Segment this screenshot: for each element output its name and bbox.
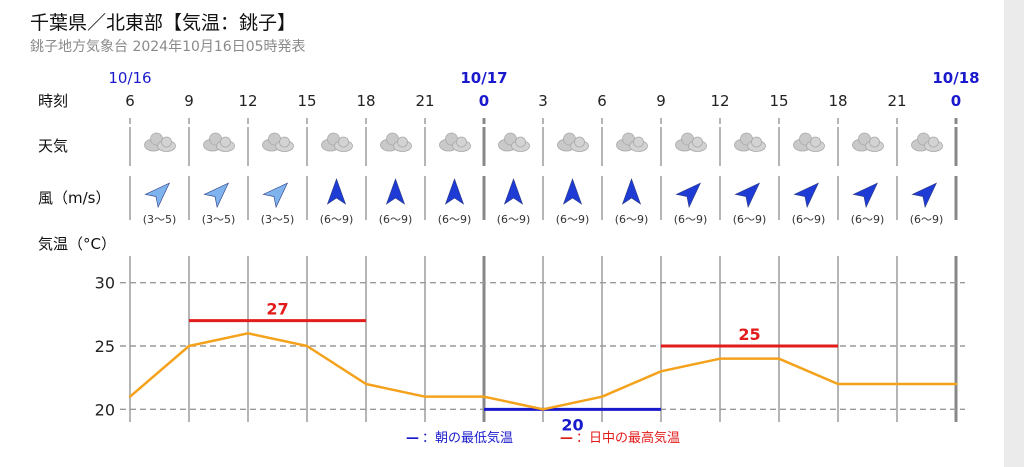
wind-speed-label: (3〜5) xyxy=(202,213,236,226)
wind-speed-label: (3〜5) xyxy=(261,213,295,226)
temperature-point xyxy=(128,395,132,398)
wind-speed-label: (6〜9) xyxy=(674,213,708,226)
temperature-point xyxy=(187,344,191,348)
wind-arrow-icon xyxy=(621,178,642,205)
wind-speed-label: (6〜9) xyxy=(379,213,413,226)
wind-speed-label: (3〜5) xyxy=(143,213,177,226)
wind-arrow-icon xyxy=(144,182,171,209)
temperature-point xyxy=(305,344,309,348)
cloudy-icon xyxy=(144,132,176,152)
wind-arrow-icon xyxy=(852,182,879,209)
wind-arrow-icon xyxy=(793,182,820,209)
temperature-point xyxy=(364,382,368,386)
hour-label: 18 xyxy=(828,92,847,110)
legend-marker: — xyxy=(560,431,573,446)
cloudy-icon xyxy=(262,132,294,152)
temperature-point xyxy=(246,332,250,335)
hour-label: 9 xyxy=(656,92,666,110)
temperature-point xyxy=(600,395,604,398)
wind-speed-label: (6〜9) xyxy=(556,213,590,226)
temp-row-label: 気温（°C） xyxy=(38,235,116,253)
temperature-point xyxy=(777,357,781,360)
cloudy-icon xyxy=(793,132,825,152)
issuance-subtitle: 銚子地方気象台 2024年10月16日05時発表 xyxy=(30,39,306,55)
max-temp-label: 25 xyxy=(738,325,760,344)
wind-arrow-icon xyxy=(562,178,583,205)
y-tick-label: 20 xyxy=(95,400,115,419)
date-label: 10/18 xyxy=(932,69,979,87)
hour-label: 21 xyxy=(887,92,906,110)
min-temp-label: 20 xyxy=(561,415,583,434)
wind-arrow-icon xyxy=(734,182,761,209)
wind-speed-label: (6〜9) xyxy=(910,213,944,226)
wind-speed-label: (6〜9) xyxy=(497,213,531,226)
hour-label: 15 xyxy=(297,92,316,110)
wind-speed-label: (6〜9) xyxy=(733,213,767,226)
wind-row-label: 風（m/s） xyxy=(38,189,110,207)
temperature-point xyxy=(895,382,899,386)
cloudy-icon xyxy=(852,132,884,152)
hour-label: 9 xyxy=(184,92,194,110)
cloudy-icon xyxy=(675,132,707,152)
wind-speed-label: (6〜9) xyxy=(792,213,826,226)
temperature-point xyxy=(659,370,663,373)
cloudy-icon xyxy=(439,132,471,152)
wind-arrow-icon xyxy=(262,182,289,209)
wind-arrow-icon xyxy=(385,178,406,205)
hour-label: 3 xyxy=(538,92,548,110)
cloudy-icon xyxy=(203,132,235,152)
cloudy-icon xyxy=(557,132,589,152)
wind-arrow-icon xyxy=(911,182,938,209)
legend-entry: ：朝の最低気温 xyxy=(422,430,513,446)
temperature-point xyxy=(423,395,427,398)
cloudy-icon xyxy=(321,132,353,152)
hour-label: 12 xyxy=(238,92,257,110)
max-temp-label: 27 xyxy=(266,300,288,319)
wind-arrow-icon xyxy=(444,178,465,205)
time-row-label: 時刻 xyxy=(38,92,68,110)
cloudy-icon xyxy=(498,132,530,152)
temperature-point xyxy=(482,395,486,398)
hour-label: 12 xyxy=(710,92,729,110)
page-title: 千葉県／北東部【気温：銚子】 xyxy=(30,12,297,34)
hour-label: 6 xyxy=(125,92,135,110)
temperature-point xyxy=(836,382,840,386)
wind-arrow-icon xyxy=(675,182,702,209)
hour-label: 18 xyxy=(356,92,375,110)
date-label: 10/16 xyxy=(108,69,151,87)
temperature-point xyxy=(718,357,722,360)
side-panel-strip xyxy=(1004,0,1024,467)
y-tick-label: 25 xyxy=(95,337,115,356)
wind-speed-label: (6〜9) xyxy=(851,213,885,226)
hour-label: 15 xyxy=(769,92,788,110)
temperature-point xyxy=(954,382,958,386)
y-tick-label: 30 xyxy=(95,274,115,293)
temperature-point xyxy=(541,408,545,411)
hour-label: 21 xyxy=(415,92,434,110)
wind-speed-label: (6〜9) xyxy=(320,213,354,226)
weather-row-label: 天気 xyxy=(38,137,68,155)
hour-label: 0 xyxy=(479,92,489,110)
cloudy-icon xyxy=(911,132,943,152)
legend-marker: — xyxy=(406,431,419,446)
cloudy-icon xyxy=(616,132,648,152)
hour-label: 6 xyxy=(597,92,607,110)
legend-entry: ：日中の最高気温 xyxy=(576,430,680,446)
wind-speed-label: (6〜9) xyxy=(438,213,472,226)
date-label: 10/17 xyxy=(460,69,507,87)
wind-arrow-icon xyxy=(203,182,230,209)
cloudy-icon xyxy=(734,132,766,152)
wind-arrow-icon xyxy=(326,178,347,205)
wind-speed-label: (6〜9) xyxy=(615,213,649,226)
hour-label: 0 xyxy=(951,92,961,110)
cloudy-icon xyxy=(380,132,412,152)
wind-arrow-icon xyxy=(503,178,524,205)
